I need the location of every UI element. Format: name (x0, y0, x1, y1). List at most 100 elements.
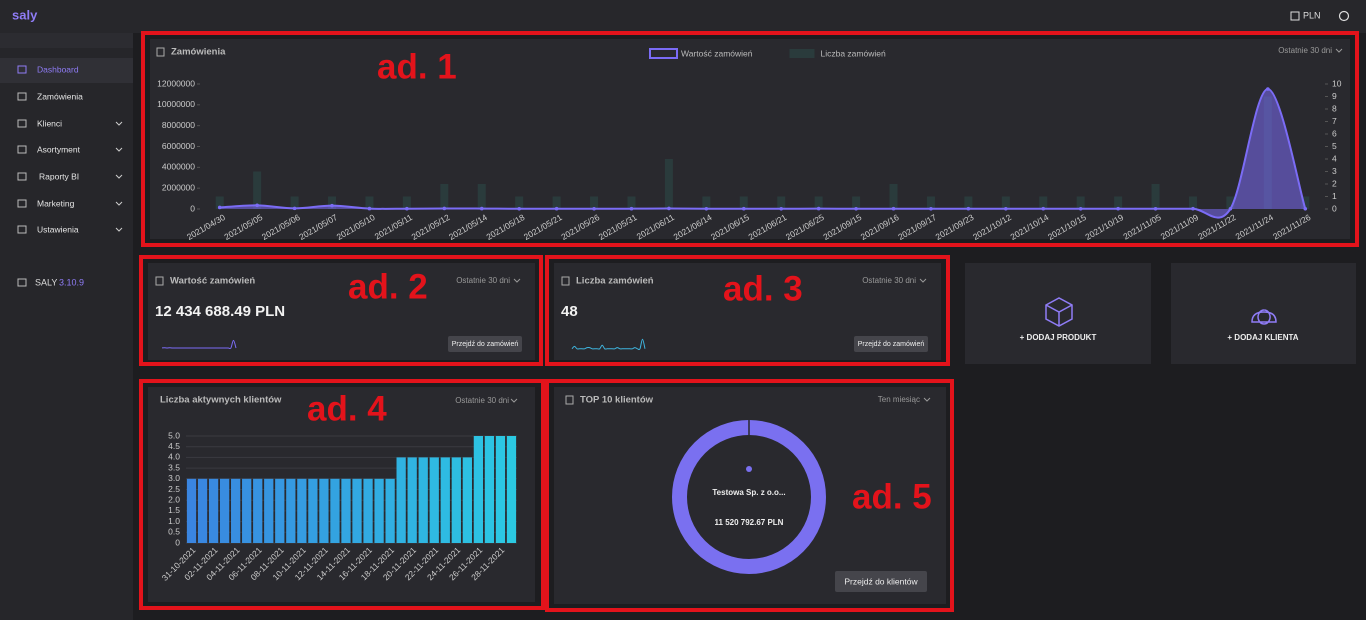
legend-label[interactable]: Liczba zamówień (820, 48, 885, 58)
bar (1039, 196, 1048, 209)
button-label[interactable]: Przejdź do zamówień (452, 341, 519, 348)
bar (1188, 196, 1197, 209)
bar (506, 436, 517, 543)
line-point (517, 206, 521, 211)
line-point (405, 206, 409, 211)
button[interactable] (854, 336, 928, 352)
sidebar (0, 33, 133, 620)
bar (552, 196, 561, 209)
bar (286, 478, 296, 543)
nav-icon (17, 145, 27, 154)
period-dropdown[interactable]: Ostatnie 30 dni (862, 276, 916, 285)
legend-label[interactable]: Wartość zamówień (681, 48, 753, 58)
chevron[interactable] (1335, 48, 1343, 53)
nav-item[interactable]: Klienci (37, 118, 62, 128)
chevron[interactable] (919, 278, 927, 283)
period-dropdown[interactable]: Ostatnie 30 dni (456, 276, 510, 285)
currency-icon (1290, 11, 1300, 21)
center-value: 11 520 792.67 PLN (715, 518, 784, 527)
chart-icon (565, 395, 574, 405)
add-client-tile[interactable] (1171, 263, 1356, 364)
button[interactable] (448, 336, 522, 352)
legend-swatch (649, 48, 678, 59)
y2-tick-label: 9 (1332, 91, 1337, 101)
nav-item[interactable]: Asortyment (37, 144, 81, 154)
sparkline (571, 338, 646, 351)
bar (341, 478, 351, 543)
nav-item[interactable]: Raporty BI (39, 171, 79, 181)
nav-item[interactable]: Zamówienia (37, 91, 83, 101)
line-point (779, 206, 784, 211)
account-icon[interactable] (1338, 10, 1350, 22)
line-point (592, 206, 596, 211)
line-point (1303, 206, 1308, 211)
y-tick-label: 1.0 (168, 516, 180, 526)
nav-item[interactable]: Marketing (37, 198, 75, 208)
line-point (554, 206, 559, 211)
button-label[interactable]: Przejdź do zamówień (858, 341, 925, 348)
y2-tick-label: 1 (1332, 191, 1337, 201)
y-tick-label: 10000000 (157, 99, 195, 109)
bar (664, 159, 673, 209)
y2-tick-label: 4 (1332, 153, 1337, 163)
currency[interactable]: PLN (1303, 10, 1321, 20)
widget-total: 12 434 688.49 PLN (155, 303, 285, 320)
line-point (1191, 206, 1195, 211)
app-version: 3.10.9 (59, 277, 84, 287)
bar (385, 478, 395, 543)
bar (1226, 196, 1235, 209)
chevron[interactable] (923, 397, 931, 402)
y-tick-label: 4.5 (168, 441, 180, 451)
period-dropdown[interactable]: Ostatnie 30 dni (455, 396, 509, 405)
widget-title: Liczba zamówień (576, 276, 654, 287)
chevron[interactable] (115, 227, 123, 232)
bar (702, 196, 711, 209)
bar (429, 457, 439, 543)
bar (215, 196, 224, 209)
y-tick-label: 12000000 (157, 78, 195, 88)
line-point (891, 206, 896, 211)
chevron[interactable] (115, 201, 123, 206)
add-product-tile[interactable] (965, 263, 1151, 364)
logo[interactable]: saly (12, 7, 38, 22)
bar (1301, 196, 1310, 209)
chevron[interactable] (513, 278, 521, 283)
bar (319, 478, 329, 543)
chevron[interactable] (510, 398, 518, 403)
line-point (1228, 206, 1233, 211)
widget-title: Wartość zamówień (170, 276, 255, 287)
y-tick-label: 6000000 (162, 141, 195, 151)
period-dropdown[interactable]: Ostatnie 30 dni (1278, 46, 1332, 55)
annotation-label: ad. 3 (723, 269, 803, 308)
line-point (1041, 206, 1046, 211)
chevron[interactable] (115, 121, 123, 126)
line-point (854, 206, 858, 211)
line-point (929, 206, 933, 211)
nav-item[interactable]: Dashboard (37, 64, 79, 74)
chevron[interactable] (115, 174, 123, 179)
button-label[interactable]: Przejdź do klientów (844, 576, 918, 586)
bar (208, 478, 219, 543)
bar (264, 478, 274, 543)
bar (477, 184, 486, 209)
sidebar-band (0, 33, 133, 48)
nav-item[interactable]: Ustawienia (37, 224, 79, 234)
bar (495, 436, 506, 543)
app-name: SALY (35, 277, 57, 287)
active-item-bg (0, 58, 133, 83)
y2-tick-label: 10 (1332, 78, 1342, 88)
add-client[interactable]: + DODAJ KLIENTA (1227, 333, 1298, 342)
nav-icon (17, 119, 27, 128)
nav-icon (17, 92, 27, 101)
period-dropdown[interactable]: Ten miesiąc (878, 395, 920, 404)
bar (889, 184, 898, 209)
annotation-frame (545, 379, 954, 612)
add-product[interactable]: + DODAJ PRODUKT (1020, 333, 1097, 342)
button[interactable] (835, 571, 927, 592)
line-point (629, 206, 634, 211)
widget-icon (155, 276, 164, 286)
bar (308, 478, 318, 543)
bar (1114, 196, 1123, 209)
chevron[interactable] (115, 147, 123, 152)
bar (290, 196, 299, 209)
